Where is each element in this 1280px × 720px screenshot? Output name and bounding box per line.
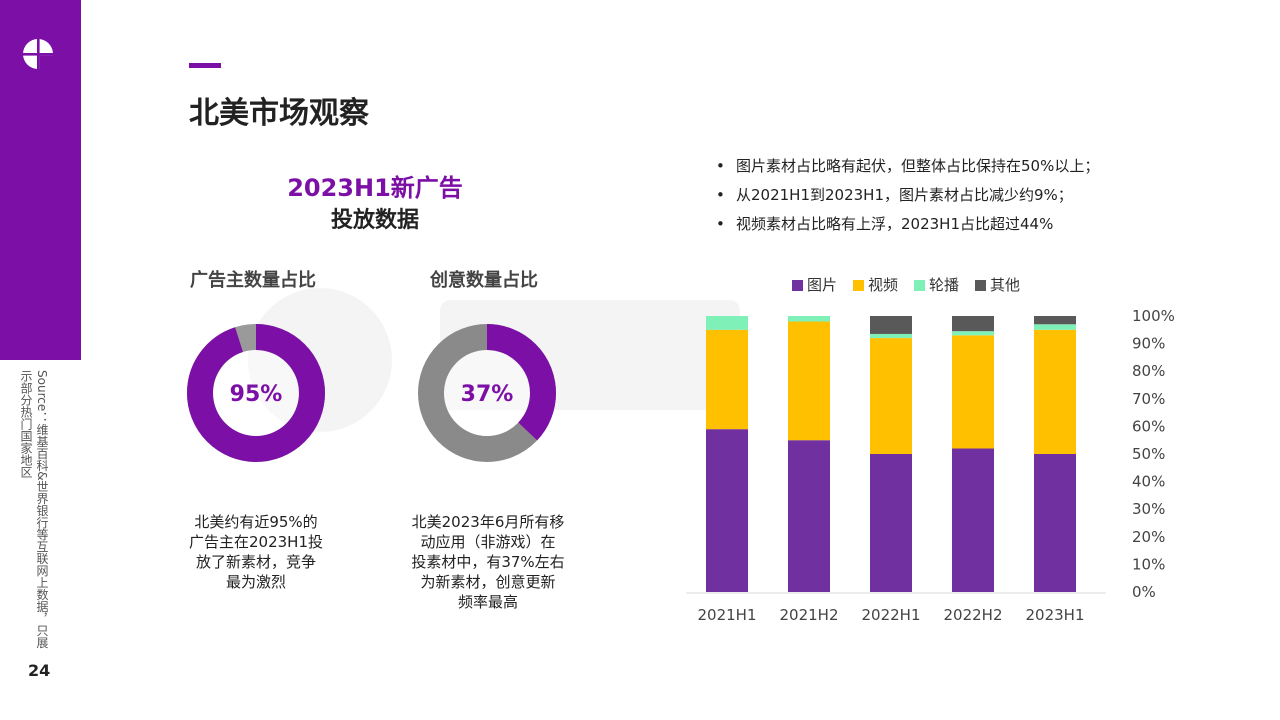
- donut-label-creatives: 创意数量占比: [430, 270, 538, 291]
- donut-desc-line: 北美约有近95%的: [194, 513, 318, 531]
- bar-segment: [952, 331, 994, 336]
- donut-desc-line: 北美2023年6月所有移: [411, 513, 565, 531]
- bar-segment: [952, 316, 994, 332]
- donut-chart-advertisers: 95%: [187, 324, 325, 462]
- bar-segment: [1034, 316, 1076, 325]
- legend-label: 轮播: [929, 276, 959, 294]
- donut-desc-creatives: 北美2023年6月所有移 动应用（非游戏）在 投素材中，有37%左右 为新素材，…: [398, 512, 578, 612]
- page-title: 北美市场观察: [189, 96, 369, 131]
- donut-label-advertisers: 广告主数量占比: [190, 270, 316, 291]
- notes-list: 图片素材占比略有起伏，但整体占比保持在50%以上； 从2021H1到2023H1…: [716, 152, 1099, 239]
- bar-segment: [706, 429, 748, 592]
- y-tick-label: 80%: [1132, 362, 1165, 380]
- bar-segment: [1034, 324, 1076, 330]
- y-tick-label: 100%: [1132, 307, 1175, 325]
- x-tick-label: 2022H2: [944, 606, 1003, 624]
- source-note: Source：维基百科&世界银行等互联网上数据，只展示部分热门国家地区: [19, 370, 49, 649]
- note-item: 图片素材占比略有起伏，但整体占比保持在50%以上；: [716, 152, 1099, 181]
- x-tick-label: 2021H2: [780, 606, 839, 624]
- bar-segment: [952, 335, 994, 449]
- x-tick-label: 2021H1: [698, 606, 757, 624]
- left-subtitle-line1: 2023H1新广告: [287, 174, 463, 202]
- bar-segment: [1034, 454, 1076, 592]
- y-tick-label: 90%: [1132, 335, 1165, 353]
- donut-desc-line: 放了新素材，竞争: [195, 553, 316, 571]
- note-item: 视频素材占比略有上浮，2023H1占比超过44%: [716, 210, 1099, 239]
- bar-segment: [870, 338, 912, 454]
- note-item: 从2021H1到2023H1，图片素材占比减少约9%；: [716, 181, 1099, 210]
- left-subtitle-line2: 投放数据: [330, 208, 419, 233]
- bar-segment: [706, 329, 748, 430]
- legend-swatch: [914, 280, 925, 291]
- donut-desc-line: 投素材中，有37%左右: [411, 553, 565, 571]
- page-number: 24: [28, 661, 51, 680]
- donut-value-arc: [187, 324, 325, 462]
- bar-segment: [706, 316, 748, 330]
- y-tick-label: 20%: [1132, 528, 1165, 546]
- bar-segment: [1034, 329, 1076, 454]
- bar-segment: [788, 316, 830, 322]
- y-tick-label: 30%: [1132, 500, 1165, 518]
- donut-desc-line: 为新素材，创意更新: [420, 573, 556, 591]
- bar-segment: [870, 316, 912, 334]
- legend-label: 视频: [868, 276, 898, 294]
- donut-value-label: 95%: [230, 382, 283, 407]
- donut-value-label: 37%: [461, 382, 514, 407]
- legend-label: 其他: [990, 276, 1020, 294]
- bar-segment: [870, 454, 912, 592]
- donut-desc-line: 动应用（非游戏）在: [420, 533, 556, 551]
- donut-inner: [213, 350, 299, 436]
- donut-desc-line: 频率最高: [457, 593, 518, 611]
- brand-logo-icon: [23, 39, 53, 69]
- donut-desc-advertisers: 北美约有近95%的 广告主在2023H1投 放了新素材，竞争 最为激烈: [176, 512, 336, 592]
- y-tick-label: 60%: [1132, 417, 1165, 435]
- x-tick-label: 2022H1: [862, 606, 921, 624]
- legend-swatch: [792, 280, 803, 291]
- donut-desc-line: 最为激烈: [225, 573, 286, 591]
- legend-label: 图片: [807, 276, 837, 294]
- bar-segment: [870, 333, 912, 339]
- legend-swatch: [853, 280, 864, 291]
- stacked-bar-chart: 图片 视频 轮播 其他 2021H1 2021H2 2022H1 2022H2 2023H1 0%…: [686, 276, 1175, 624]
- donut-inner: [444, 350, 530, 436]
- bar-segment: [952, 448, 994, 592]
- title-accent-bar: [189, 63, 221, 68]
- donut-value-arc: [418, 324, 556, 462]
- y-tick-label: 40%: [1132, 473, 1165, 491]
- y-tick-label: 70%: [1132, 390, 1165, 408]
- legend-swatch: [975, 280, 986, 291]
- x-tick-label: 2023H1: [1026, 606, 1085, 624]
- bar-segment: [788, 440, 830, 592]
- y-tick-label: 50%: [1132, 445, 1165, 463]
- bar-segment: [788, 321, 830, 441]
- sidebar-band: [0, 0, 81, 360]
- y-tick-label: 0%: [1132, 583, 1156, 601]
- donut-desc-line: 广告主在2023H1投: [189, 533, 323, 551]
- donut-chart-creatives: 37%: [418, 324, 556, 462]
- y-tick-label: 10%: [1132, 555, 1165, 573]
